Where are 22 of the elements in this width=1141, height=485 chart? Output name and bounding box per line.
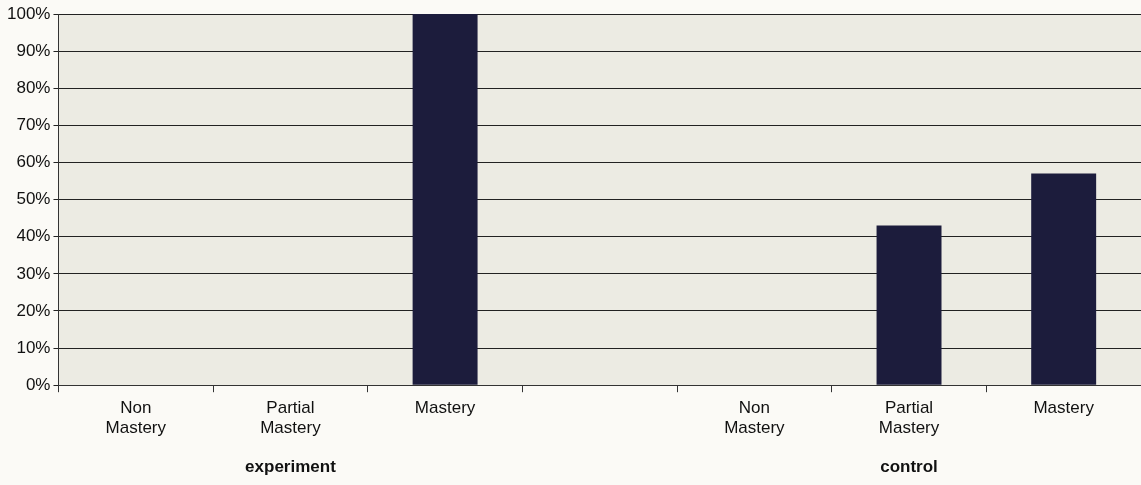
- y-tick-label: 40%: [16, 226, 51, 246]
- y-tick-label: 20%: [16, 300, 51, 320]
- y-tick-label: 10%: [16, 337, 51, 357]
- y-tick-label: 80%: [16, 77, 51, 97]
- y-tick-label: 30%: [16, 263, 51, 283]
- x-tick-label: Non Mastery: [105, 398, 167, 438]
- x-tick-label: Mastery: [1033, 398, 1095, 418]
- y-tick-label: 90%: [16, 40, 51, 60]
- y-tick-label: 60%: [16, 152, 51, 172]
- y-tick-label: 0%: [25, 374, 51, 394]
- bar: [876, 225, 942, 385]
- x-tick-label: Mastery: [414, 398, 476, 418]
- y-tick-label: 50%: [16, 189, 51, 209]
- x-tick-label: Partial Mastery: [878, 398, 940, 438]
- x-tick-label: Partial Mastery: [260, 398, 322, 438]
- y-tick-label: 70%: [16, 115, 51, 135]
- text: experiment: [245, 456, 337, 476]
- x-tick-label: Non Mastery: [724, 398, 786, 438]
- text: control: [880, 456, 938, 476]
- y-tick-label: 100%: [7, 3, 51, 23]
- bar: [1031, 173, 1097, 385]
- bar: [412, 14, 478, 385]
